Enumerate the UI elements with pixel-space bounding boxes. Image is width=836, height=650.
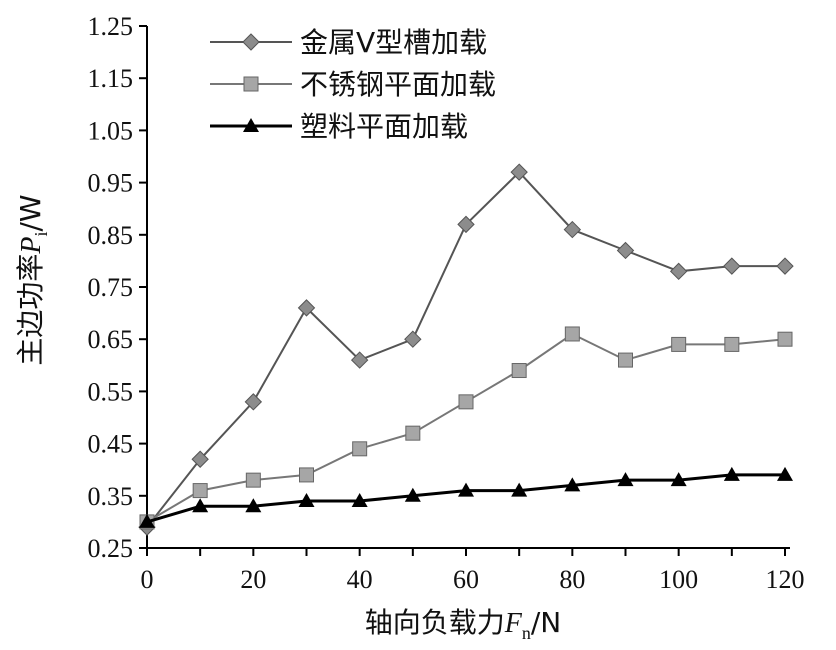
data-point-triangle xyxy=(245,498,262,513)
data-point-triangle xyxy=(564,477,581,492)
data-point-triangle xyxy=(404,487,421,502)
series-3 xyxy=(139,466,793,528)
data-point-diamond xyxy=(563,220,582,239)
data-point-square xyxy=(245,472,261,488)
y-tick-label: 1.05 xyxy=(88,116,134,145)
y-tick-label: 1.25 xyxy=(88,12,134,41)
legend-marker-triangle xyxy=(243,118,259,132)
data-point-diamond xyxy=(510,163,528,181)
data-point-square xyxy=(724,336,740,352)
data-point-diamond xyxy=(191,450,209,468)
legend-marker-square xyxy=(243,76,259,92)
y-axis-ticks: 0.25 0.35 0.45 0.55 0.65 0.75 0.85 0.95 1.05 1.15… xyxy=(88,12,147,563)
series-layer xyxy=(138,163,794,536)
y-tick-label: 0.35 xyxy=(88,482,134,511)
legend-label-3: 塑料平面加载 xyxy=(300,110,468,143)
data-point-diamond xyxy=(723,257,741,275)
data-point-square xyxy=(458,394,474,410)
chart-axes xyxy=(146,26,790,549)
legend-item-series-1: 金属V型槽加载 xyxy=(210,26,487,59)
data-point-triangle xyxy=(458,482,474,497)
data-point-square xyxy=(564,326,580,342)
data-point-triangle xyxy=(511,482,528,497)
data-point-square xyxy=(352,441,368,457)
series-1 xyxy=(138,163,794,536)
data-point-diamond xyxy=(404,330,422,348)
legend-item-series-2: 不锈钢平面加载 xyxy=(210,68,496,101)
y-axis-title: 主边功率Pi/W xyxy=(14,194,51,365)
data-point-square xyxy=(671,336,687,352)
x-tick-label: 0 xyxy=(141,565,154,594)
data-point-square xyxy=(192,483,208,499)
y-tick-label: 0.55 xyxy=(88,377,134,406)
x-tick-label: 20 xyxy=(240,565,266,594)
y-tick-label: 0.95 xyxy=(88,169,134,198)
x-axis-title: 轴向负载力Fn/N xyxy=(365,606,562,643)
data-point-diamond xyxy=(776,257,794,275)
data-point-square xyxy=(299,467,314,483)
data-point-triangle xyxy=(139,513,155,528)
y-tick-label: 0.45 xyxy=(88,430,134,459)
y-tick-label: 0.75 xyxy=(88,273,134,302)
data-point-square xyxy=(511,363,527,379)
data-point-square xyxy=(777,331,793,347)
data-point-triangle xyxy=(617,472,634,487)
series-2 xyxy=(139,326,793,530)
legend-item-series-3: 塑料平面加载 xyxy=(210,110,468,143)
data-point-diamond xyxy=(244,393,263,411)
legend-marker-diamond xyxy=(242,33,260,51)
data-point-triangle xyxy=(670,472,687,487)
y-tick-label: 1.15 xyxy=(88,64,134,93)
legend-label-1: 金属V型槽加载 xyxy=(300,26,487,59)
data-point-triangle xyxy=(351,493,368,508)
y-tick-label: 0.65 xyxy=(88,325,134,354)
data-point-diamond xyxy=(350,351,369,369)
x-tick-label: 80 xyxy=(559,565,585,594)
y-tick-label: 0.85 xyxy=(88,221,134,250)
data-point-diamond xyxy=(457,215,475,234)
data-point-square xyxy=(618,352,633,368)
data-point-triangle xyxy=(723,466,740,481)
data-point-triangle xyxy=(777,466,793,481)
data-point-diamond xyxy=(669,262,688,281)
x-tick-label: 40 xyxy=(347,565,373,594)
data-point-triangle xyxy=(298,493,315,508)
y-tick-label: 0.25 xyxy=(88,534,134,563)
data-point-triangle xyxy=(192,498,209,513)
data-point-diamond xyxy=(297,299,316,317)
data-point-square xyxy=(405,425,421,441)
legend-label-2: 不锈钢平面加载 xyxy=(300,68,496,101)
legend: 金属V型槽加载 不锈钢平面加载 塑料平面加载 xyxy=(210,26,496,143)
x-tick-label: 60 xyxy=(453,565,479,594)
data-point-diamond xyxy=(616,241,635,260)
x-tick-label: 100 xyxy=(659,565,698,594)
x-tick-label: 120 xyxy=(766,565,805,594)
x-axis-ticks: 0 20 40 60 80 100 120 xyxy=(141,548,805,594)
